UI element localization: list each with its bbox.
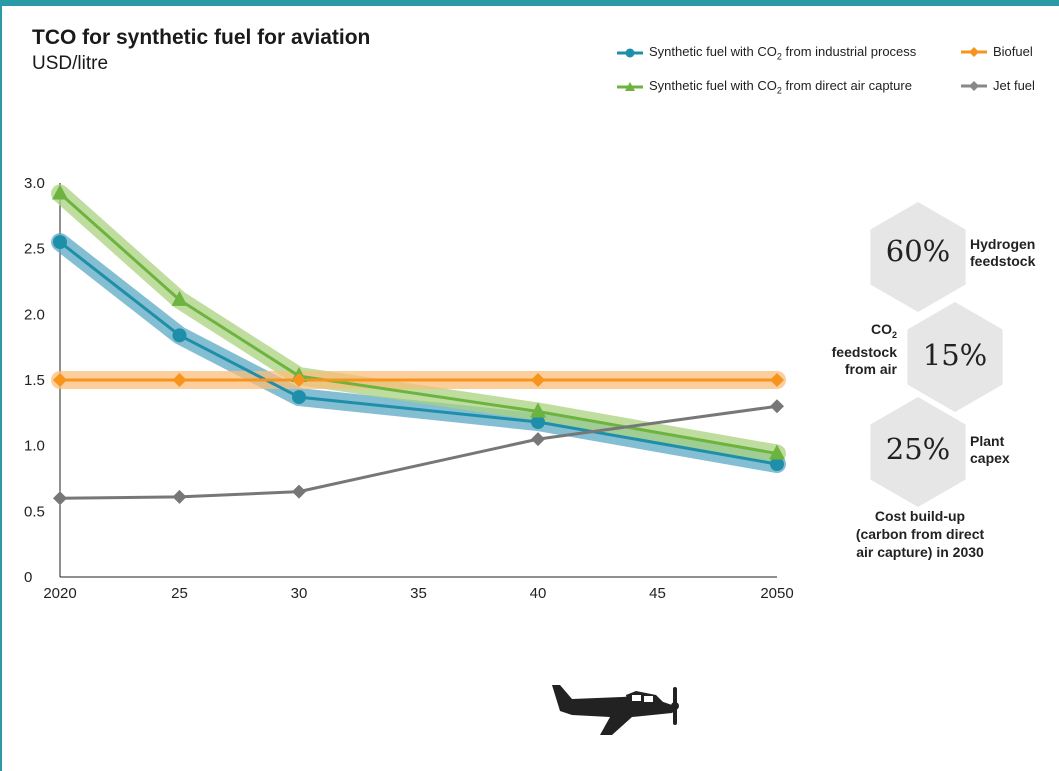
chart-bands — [51, 184, 786, 474]
y-tick-label: 2.0 — [24, 306, 45, 323]
y-tick-label: 2.5 — [24, 241, 45, 258]
capex-label: Plant capex — [970, 433, 1010, 466]
x-tick-label: 2020 — [43, 585, 76, 602]
hydrogen-percent: 60% — [885, 234, 951, 268]
y-tick-label: 1.0 — [24, 438, 45, 455]
legend-item-jet-fuel: Jet fuel — [961, 78, 1035, 93]
cost-buildup-caption: Cost build-up (carbon from direct air capt… — [855, 508, 985, 560]
data-point — [531, 415, 545, 430]
data-point — [769, 444, 785, 460]
data-point — [530, 402, 546, 418]
legend-label-direct-air: Synthetic fuel with CO2 from direct air … — [649, 78, 912, 96]
legend-item-industrial: Synthetic fuel with CO2 from industrial … — [617, 44, 916, 62]
data-point — [770, 373, 784, 387]
y-tick-label: 1.5 — [24, 372, 45, 389]
data-point — [292, 390, 306, 405]
data-point — [531, 432, 545, 447]
legend-label-jet-fuel: Jet fuel — [993, 78, 1035, 93]
data-point — [53, 235, 67, 250]
data-point — [172, 489, 187, 504]
legend-marker-triangle-icon — [617, 81, 643, 91]
x-tick-label: 40 — [530, 585, 547, 602]
chart-title: TCO for synthetic fuel for aviation — [32, 26, 371, 49]
data-point — [52, 184, 68, 200]
cost-hexagon-1 — [907, 302, 1003, 412]
x-tick-label: 2050 — [760, 585, 793, 602]
data-point — [171, 290, 188, 306]
x-tick-label: 45 — [649, 585, 666, 602]
x-tick-label: 35 — [410, 585, 427, 602]
legend-marker-diamond-icon — [961, 80, 987, 91]
chart-markers — [52, 184, 785, 506]
data-point — [531, 373, 545, 387]
legend-marker-diamond-icon — [961, 46, 987, 57]
co2-label: CO2 feedstock from air — [831, 321, 897, 377]
legend-label-industrial: Synthetic fuel with CO2 from industrial … — [649, 44, 917, 62]
chart-axes: 0 0.5 1.0 1.5 2.0 2.5 3.0 2020 25 30 35 40 45 2050 — [24, 175, 794, 602]
data-point — [53, 491, 67, 506]
hydrogen-label: Hydrogen feedstock — [970, 236, 1036, 269]
data-point — [292, 484, 306, 499]
data-point — [172, 328, 187, 343]
capex-percent: 25% — [885, 432, 951, 466]
co2-percent: 15% — [922, 338, 988, 372]
y-tick-label: 0 — [24, 569, 32, 586]
cost-hexagon-2 — [870, 397, 966, 507]
data-point — [292, 373, 306, 387]
legend-item-direct-air: Synthetic fuel with CO2 from direct air … — [617, 78, 912, 96]
data-point — [53, 373, 67, 387]
data-point — [770, 457, 784, 472]
y-tick-label: 0.5 — [24, 503, 45, 520]
legend-marker-circle-icon — [617, 48, 643, 58]
chart-subtitle: USD/litre — [32, 53, 109, 74]
legend-label-biofuel: Biofuel — [993, 44, 1033, 59]
cost-hexagon-0 — [870, 202, 966, 312]
y-tick-label: 3.0 — [24, 175, 45, 192]
data-point — [770, 399, 784, 414]
x-tick-label: 30 — [291, 585, 308, 602]
data-point — [172, 373, 187, 387]
x-tick-label: 25 — [171, 585, 188, 602]
airplane-icon — [552, 685, 679, 735]
legend-item-biofuel: Biofuel — [961, 44, 1033, 59]
cost-hexagons — [870, 202, 1003, 507]
